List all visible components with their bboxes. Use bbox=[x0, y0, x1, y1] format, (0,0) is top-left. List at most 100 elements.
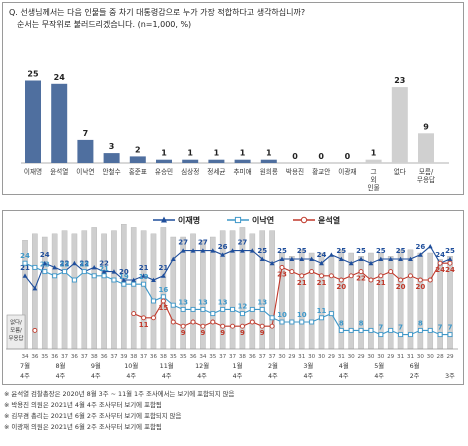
data-point bbox=[408, 256, 413, 261]
data-point bbox=[348, 273, 354, 279]
data-point bbox=[200, 248, 206, 253]
data-label: 19 bbox=[119, 273, 129, 281]
bar-value-label: 23 bbox=[394, 76, 405, 85]
data-point bbox=[259, 323, 265, 329]
data-point bbox=[427, 327, 433, 333]
bar-value-label: 1 bbox=[266, 149, 272, 158]
x-axis-month-label: 10월 bbox=[124, 361, 138, 370]
data-point bbox=[328, 273, 334, 279]
data-label: 15 bbox=[158, 304, 168, 312]
data-point bbox=[52, 265, 58, 270]
data-point bbox=[309, 256, 315, 261]
data-point bbox=[259, 256, 265, 261]
data-point bbox=[220, 252, 226, 257]
bar bbox=[182, 159, 199, 163]
gray-value-label: 31 bbox=[397, 354, 405, 360]
data-label: 26 bbox=[415, 243, 425, 251]
bar-chart: 25 이재명 24 윤석열 7 이낙연 3 안철수 2 홍준표 1 유승민 1 심상정 1 정세균 1 추미애 1 원… bbox=[21, 70, 449, 192]
data-point bbox=[141, 281, 147, 287]
data-point bbox=[378, 273, 384, 279]
data-point bbox=[269, 315, 275, 321]
category-label: 박용진 bbox=[286, 167, 304, 176]
x-axis-month-label: 8월 bbox=[55, 361, 65, 370]
data-point bbox=[378, 332, 384, 338]
data-label: 24 bbox=[445, 266, 455, 274]
data-point bbox=[279, 256, 285, 261]
bar-value-label: 24 bbox=[54, 73, 66, 82]
data-point bbox=[358, 269, 364, 275]
legend-marker bbox=[234, 216, 242, 224]
data-point bbox=[239, 323, 245, 329]
data-point bbox=[408, 273, 413, 279]
gray-value-label: 36 bbox=[150, 354, 158, 360]
data-point bbox=[220, 323, 226, 329]
background-bar bbox=[328, 256, 335, 350]
data-point bbox=[170, 256, 176, 261]
gray-value-label: 36 bbox=[249, 354, 257, 360]
background-bar bbox=[81, 230, 88, 350]
footnotes: ※ 윤석열 검찰총장은 2020년 8월 3주 ~ 11월 1주 조사에서는 보… bbox=[4, 389, 234, 433]
background-bar bbox=[61, 230, 68, 350]
data-label: 25 bbox=[257, 247, 267, 255]
x-axis-week-label: 3주 bbox=[445, 373, 455, 380]
background-bar bbox=[298, 249, 305, 350]
data-point bbox=[160, 294, 166, 300]
data-label: 25 bbox=[297, 247, 307, 255]
bar bbox=[25, 80, 41, 163]
data-label: 9 bbox=[260, 329, 265, 337]
background-bar bbox=[338, 249, 345, 350]
background-bar bbox=[368, 252, 374, 350]
bar bbox=[208, 159, 225, 163]
bar-value-label: 0 bbox=[292, 152, 298, 161]
data-point bbox=[131, 311, 137, 317]
data-point bbox=[190, 248, 196, 253]
data-label: 22 bbox=[79, 261, 89, 269]
gray-value-label: 38 bbox=[91, 354, 99, 360]
gray-value-label: 34 bbox=[199, 354, 207, 360]
data-point bbox=[32, 286, 38, 291]
data-label: 20 bbox=[396, 283, 406, 291]
data-point bbox=[151, 298, 156, 304]
data-label: 9 bbox=[240, 329, 245, 337]
gray-value-label: 30 bbox=[278, 354, 286, 360]
x-axis-week-label: 4주 bbox=[233, 373, 243, 380]
data-label: 24 bbox=[435, 266, 445, 274]
gray-value-label: 35 bbox=[180, 354, 188, 360]
data-point bbox=[417, 252, 423, 257]
data-label: 22 bbox=[356, 275, 366, 283]
data-point bbox=[417, 327, 423, 333]
data-point bbox=[101, 269, 107, 274]
data-point bbox=[368, 260, 374, 266]
data-point bbox=[447, 256, 453, 261]
data-label: 9 bbox=[200, 329, 205, 337]
background-bar bbox=[308, 252, 315, 350]
x-axis-week-label: 4주 bbox=[304, 373, 314, 380]
data-point bbox=[220, 306, 226, 312]
gray-value-label: 29 bbox=[328, 354, 336, 360]
background-bar bbox=[51, 233, 58, 350]
x-axis-month-label: 11월 bbox=[160, 361, 174, 370]
data-point bbox=[131, 281, 137, 287]
category-label: 없다 bbox=[394, 167, 406, 176]
x-axis-week-label: 4주 bbox=[374, 373, 384, 380]
category-label: 안철수 bbox=[102, 167, 120, 176]
data-label: 21 bbox=[99, 265, 109, 273]
background-bar bbox=[91, 227, 97, 350]
background-bar bbox=[111, 230, 117, 350]
data-label: 20 bbox=[119, 268, 129, 276]
data-label: 24 bbox=[20, 252, 30, 260]
bar-value-label: 25 bbox=[27, 70, 39, 79]
gray-value-label: 29 bbox=[357, 354, 365, 360]
legend-marker bbox=[300, 216, 308, 224]
data-label: 21 bbox=[297, 279, 307, 287]
data-label: 9 bbox=[181, 329, 186, 337]
data-label: 12 bbox=[238, 303, 248, 311]
gray-legend-label: 없다/모름/무응답 bbox=[9, 318, 24, 342]
data-point bbox=[388, 256, 394, 261]
category-label: 모름/ bbox=[419, 168, 434, 176]
data-point bbox=[180, 323, 186, 329]
bar bbox=[418, 133, 434, 163]
data-point bbox=[388, 327, 394, 333]
gray-value-label: 37 bbox=[81, 354, 89, 360]
category-label: 심상정 bbox=[181, 167, 199, 176]
